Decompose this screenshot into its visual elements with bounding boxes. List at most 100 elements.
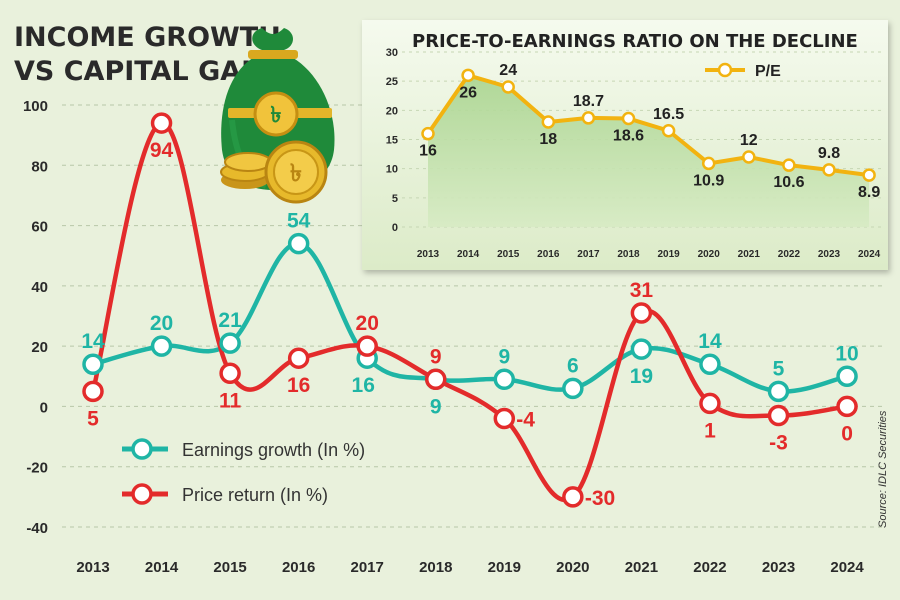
pe-point — [621, 111, 636, 126]
x-tick-label: 2024 — [830, 559, 864, 576]
svg-text:৳: ৳ — [290, 160, 302, 187]
inset-x-axis-ticks: 2013 2014 2015 2016 2017 2018 2019 2020 2021 2022… — [417, 249, 881, 260]
svg-text:৳: ৳ — [271, 102, 282, 127]
pe-data-label: 12 — [740, 132, 758, 149]
price-return-data-label: 9 — [430, 345, 442, 368]
main-title-line1: INCOME GROWTH — [14, 22, 281, 53]
y-tick-label: 80 — [31, 158, 48, 175]
inset-y-tick-label: 15 — [386, 135, 398, 147]
pe-data-label: 18 — [539, 131, 557, 148]
price-return-point — [356, 335, 378, 357]
x-tick-label: 2018 — [419, 559, 452, 576]
earnings-growth-point — [287, 232, 310, 255]
inset-y-axis-ticks: 30 25 20 15 10 5 0 — [386, 47, 398, 234]
price-return-point — [493, 407, 516, 430]
inset-x-tick-label: 2016 — [537, 249, 560, 260]
pe-point — [461, 68, 475, 83]
pe-point — [581, 111, 596, 125]
price-return-data-label: 5 — [87, 407, 99, 430]
y-tick-label: 0 — [40, 399, 48, 416]
earnings-growth-data-label: 5 — [773, 357, 785, 380]
inset-data-labels: 16 26 24 18 18.7 18.6 16.5 10.9 12 10.6 9.8 8.9 — [419, 62, 880, 201]
earnings-growth-point — [150, 335, 173, 357]
earnings-growth-data-label: 20 — [150, 312, 173, 335]
earnings-growth-point — [82, 353, 104, 375]
legend-earnings-label: Earnings growth (In %) — [182, 440, 365, 460]
price-return-point — [836, 395, 858, 418]
x-tick-label: 2014 — [145, 559, 179, 576]
price-return-point — [767, 404, 790, 427]
y-tick-label: 100 — [23, 98, 48, 115]
main-series — [82, 112, 858, 508]
inset-series — [421, 68, 876, 227]
inset-y-tick-label: 10 — [386, 164, 398, 176]
pe-point — [501, 80, 515, 94]
pe-data-label: 18.7 — [573, 93, 604, 110]
coins-icon: ৳ — [220, 140, 328, 204]
y-tick-label: -20 — [26, 460, 48, 477]
earnings-growth-data-label: 54 — [287, 210, 311, 233]
earnings-growth-data-label: 16 — [352, 374, 375, 397]
price-return-point — [630, 302, 653, 324]
pe-data-label: 10.6 — [773, 174, 804, 191]
x-tick-label: 2017 — [351, 559, 384, 576]
main-legend: Earnings growth (In %) Price return (In … — [122, 438, 365, 505]
pe-data-label: 9.8 — [818, 145, 840, 162]
earnings-growth-point — [493, 368, 516, 391]
legend-earnings-marker — [131, 438, 153, 460]
inset-x-tick-label: 2018 — [617, 249, 640, 260]
inset-x-tick-label: 2013 — [417, 249, 440, 260]
earnings-growth-point — [219, 332, 241, 354]
inset-x-tick-label: 2022 — [778, 249, 801, 260]
earnings-growth-data-label: 6 — [567, 354, 579, 377]
pe-point — [661, 124, 676, 138]
y-tick-label: 60 — [31, 219, 48, 236]
pe-data-label: 10.9 — [693, 172, 724, 189]
main-title-line2: VS CAPITAL GAIN — [14, 56, 274, 87]
legend-price-marker — [131, 483, 153, 505]
pe-data-label: 16.5 — [653, 106, 684, 123]
pe-point — [822, 163, 836, 177]
inset-x-tick-label: 2015 — [497, 249, 520, 260]
x-tick-label: 2020 — [556, 559, 589, 576]
inset-legend-label: P/E — [755, 63, 781, 80]
pe-point — [541, 115, 556, 129]
earnings-growth-data-label: 21 — [218, 309, 242, 332]
pe-point — [421, 126, 435, 141]
earnings-growth-point — [562, 377, 584, 400]
main-y-axis-ticks: 100 80 60 40 20 0 -20 -40 — [23, 98, 48, 537]
inset-y-tick-label: 20 — [386, 105, 398, 117]
x-tick-label: 2022 — [693, 559, 726, 576]
earnings-growth-data-label: 10 — [835, 342, 858, 365]
pe-point — [862, 168, 876, 182]
earnings-growth-point — [836, 365, 858, 388]
inset-x-tick-label: 2017 — [577, 249, 600, 260]
pe-data-label: 16 — [419, 143, 437, 160]
inset-title: PRICE-TO-EARNINGS RATIO ON THE DECLINE — [412, 31, 858, 52]
pe-point — [742, 150, 756, 164]
price-return-point — [699, 392, 721, 415]
inset-x-tick-label: 2014 — [457, 249, 480, 260]
price-return-point — [150, 112, 173, 134]
legend-price-label: Price return (In %) — [182, 485, 328, 505]
y-tick-label: -40 — [26, 520, 48, 537]
price-return-data-label: -3 — [769, 431, 788, 454]
x-tick-label: 2023 — [762, 559, 795, 576]
inset-x-tick-label: 2019 — [657, 249, 680, 260]
inset-x-tick-label: 2020 — [698, 249, 721, 260]
price-return-point — [82, 380, 104, 403]
price-return-point — [219, 362, 241, 385]
earnings-growth-point — [767, 380, 790, 403]
y-tick-label: 40 — [31, 279, 48, 296]
price-return-data-label: 94 — [150, 139, 174, 162]
inset-y-tick-label: 25 — [386, 76, 398, 88]
earnings-growth-data-label: 19 — [630, 365, 653, 388]
price-return-data-label: -30 — [585, 487, 615, 510]
inset-y-tick-label: 5 — [392, 193, 398, 205]
price-return-point — [562, 486, 584, 508]
inset-y-tick-label: 30 — [386, 47, 398, 59]
x-tick-label: 2021 — [625, 559, 658, 576]
pe-data-label: 8.9 — [858, 184, 880, 201]
pe-point — [782, 158, 796, 172]
